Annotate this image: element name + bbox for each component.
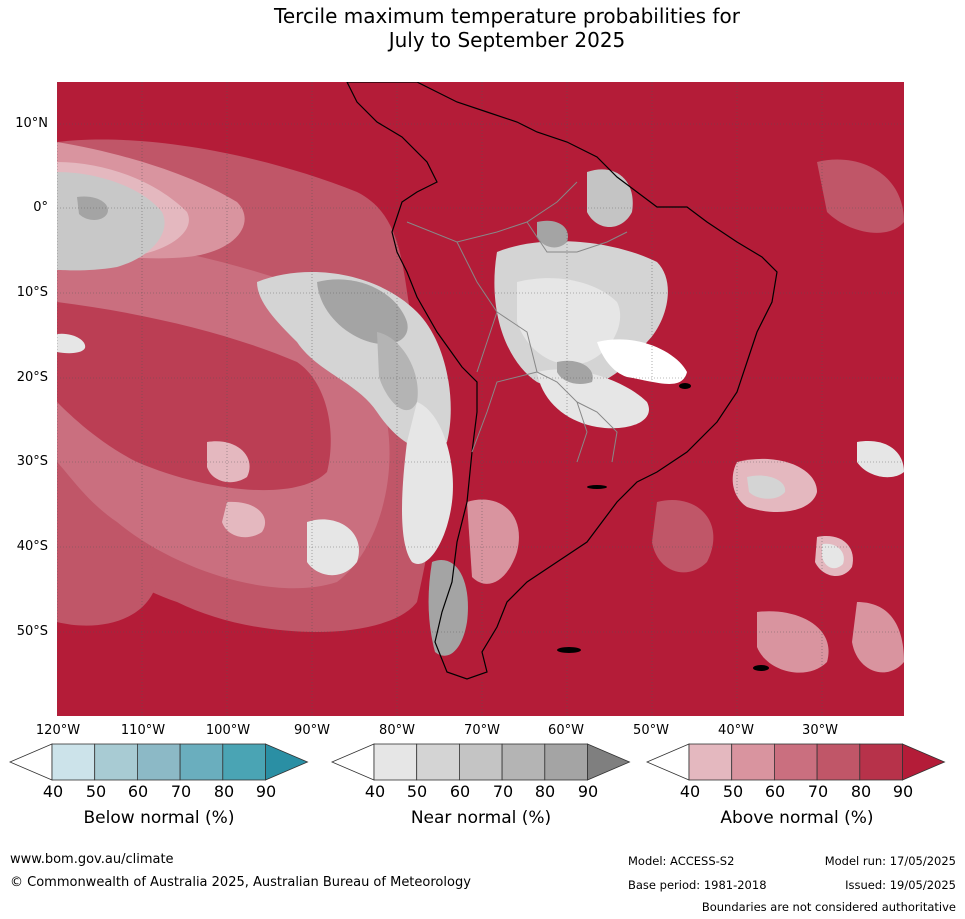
below-tick-60: 60 bbox=[127, 782, 149, 801]
lon-label-40w: 40°W bbox=[718, 723, 754, 738]
above-segment bbox=[859, 743, 903, 781]
above-segment bbox=[774, 743, 818, 781]
below-tick-50: 50 bbox=[85, 782, 107, 801]
near-tick-90: 90 bbox=[577, 782, 599, 801]
below-segment bbox=[94, 743, 138, 781]
title-line-1: Tercile maximum temperature probabilitie… bbox=[274, 4, 740, 28]
near-segment bbox=[501, 743, 546, 781]
colorbars bbox=[8, 743, 946, 781]
probability-map bbox=[57, 82, 904, 716]
above-tick-60: 60 bbox=[764, 782, 786, 801]
below-segment bbox=[179, 743, 224, 781]
lat-label-10n: 10°N bbox=[15, 116, 48, 131]
map-canvas bbox=[57, 82, 904, 716]
model-text: Model: ACCESS-S2 bbox=[628, 854, 735, 868]
base-period-text: Base period: 1981-2018 bbox=[628, 878, 767, 892]
lon-label-70w: 70°W bbox=[464, 723, 500, 738]
above-tick-80: 80 bbox=[850, 782, 872, 801]
colorbar-near bbox=[330, 743, 631, 781]
lon-label-30w: 30°W bbox=[802, 723, 838, 738]
below-tick-90: 90 bbox=[255, 782, 277, 801]
above-segment bbox=[816, 743, 861, 781]
colorbar-below bbox=[8, 743, 309, 781]
above-tick-40: 40 bbox=[679, 782, 701, 801]
lat-label-0: 0° bbox=[33, 200, 48, 215]
above-tick-50: 50 bbox=[722, 782, 744, 801]
near-segment bbox=[373, 743, 418, 781]
above-segment bbox=[731, 743, 775, 781]
near-tick-50: 50 bbox=[406, 782, 428, 801]
above-normal-title: Above normal (%) bbox=[720, 808, 874, 828]
title-line-2: July to September 2025 bbox=[388, 28, 626, 52]
below-tick-80: 80 bbox=[213, 782, 235, 801]
below-segment bbox=[136, 743, 181, 781]
lat-label-30s: 30°S bbox=[16, 454, 48, 469]
near-extend-low bbox=[330, 743, 375, 781]
issued-text: Issued: 19/05/2025 bbox=[845, 878, 956, 892]
above-tick-70: 70 bbox=[807, 782, 829, 801]
lat-label-40s: 40°S bbox=[16, 539, 48, 554]
near-tick-40: 40 bbox=[364, 782, 386, 801]
near-tick-60: 60 bbox=[449, 782, 471, 801]
lon-label-100w: 100°W bbox=[205, 723, 251, 738]
near-extend-high bbox=[587, 743, 631, 781]
colorbar-above bbox=[645, 743, 946, 781]
lon-label-80w: 80°W bbox=[379, 723, 415, 738]
above-segment bbox=[688, 743, 733, 781]
near-tick-80: 80 bbox=[534, 782, 556, 801]
lat-label-10s: 10°S bbox=[16, 285, 48, 300]
below-normal-title: Below normal (%) bbox=[83, 808, 235, 828]
lon-label-110w: 110°W bbox=[120, 723, 166, 738]
above-extend-low bbox=[645, 743, 690, 781]
below-tick-70: 70 bbox=[170, 782, 192, 801]
below-tick-40: 40 bbox=[42, 782, 64, 801]
disclaimer-text: Boundaries are not considered authoritat… bbox=[701, 900, 956, 914]
near-segment bbox=[544, 743, 588, 781]
above-tick-90: 90 bbox=[892, 782, 914, 801]
model-run-text: Model run: 17/05/2025 bbox=[824, 854, 956, 868]
lat-label-50s: 50°S bbox=[16, 624, 48, 639]
map-title: Tercile maximum temperature probabilitie… bbox=[0, 4, 965, 52]
lon-label-120w: 120°W bbox=[35, 723, 81, 738]
near-segment bbox=[416, 743, 460, 781]
near-segment bbox=[458, 743, 503, 781]
near-normal-title: Near normal (%) bbox=[410, 808, 552, 828]
below-segment bbox=[222, 743, 266, 781]
near-tick-70: 70 bbox=[492, 782, 514, 801]
website-link[interactable]: www.bom.gov.au/climate bbox=[10, 852, 174, 867]
copyright-text: © Commonwealth of Australia 2025, Austra… bbox=[10, 875, 471, 890]
below-segment bbox=[51, 743, 96, 781]
above-extend-high bbox=[902, 743, 946, 781]
lon-label-50w: 50°W bbox=[633, 723, 669, 738]
below-extend-low bbox=[8, 743, 53, 781]
lat-label-20s: 20°S bbox=[16, 370, 48, 385]
lon-label-60w: 60°W bbox=[548, 723, 584, 738]
lon-label-90w: 90°W bbox=[294, 723, 330, 738]
below-extend-high bbox=[265, 743, 309, 781]
